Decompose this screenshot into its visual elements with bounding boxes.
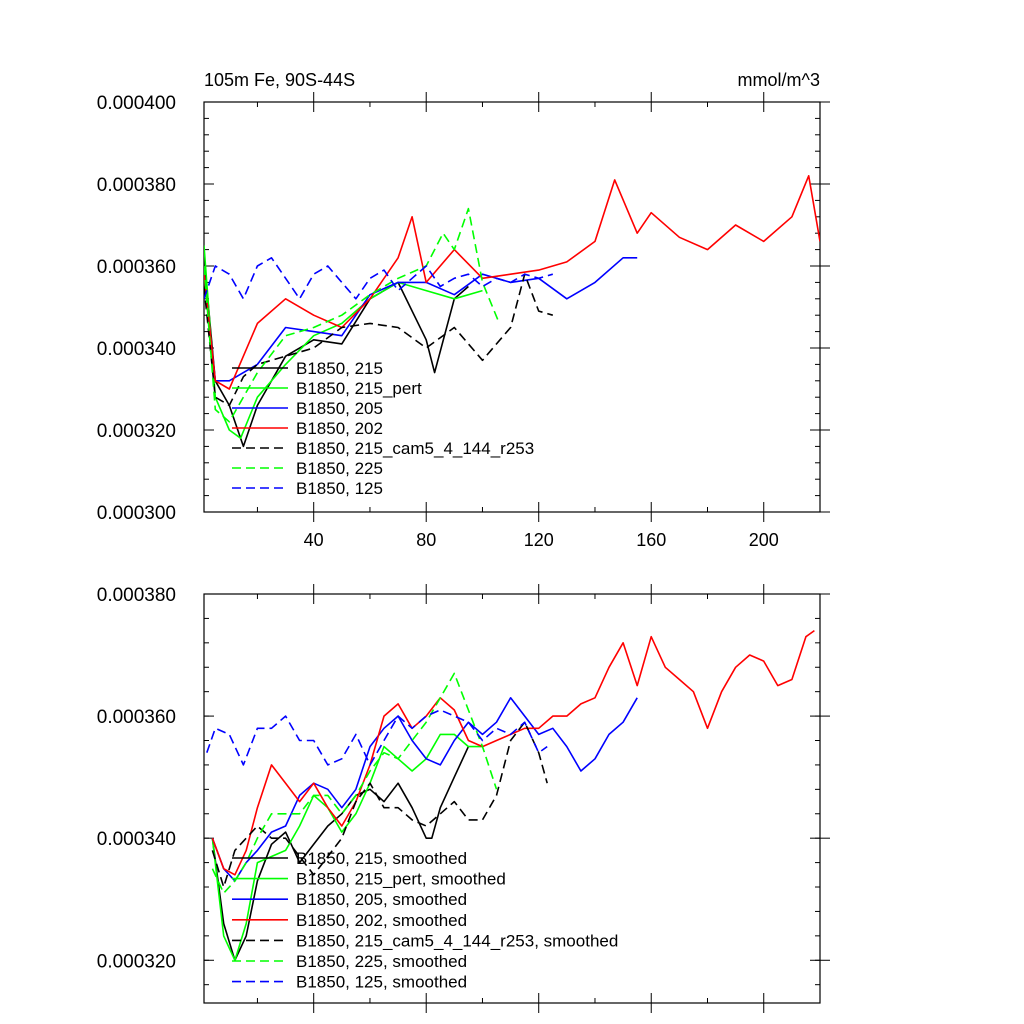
top-x-tick-label: 40 xyxy=(304,530,324,550)
top-legend-label: B1850, 215_cam5_4_144_r253 xyxy=(296,439,534,458)
bottom-legend-label: B1850, 125, smoothed xyxy=(296,973,467,992)
top-series-line-4 xyxy=(204,273,554,407)
bottom-legend-label: B1850, 202, smoothed xyxy=(296,911,467,930)
bottom-series-line-5 xyxy=(211,672,498,894)
bottom-plot-frame xyxy=(203,593,821,1004)
bottom-y-tick-label: 0.000360 xyxy=(97,707,176,728)
top-series-line-2 xyxy=(204,256,638,382)
top-plot-frame xyxy=(203,101,821,513)
bottom-series-line-1 xyxy=(211,733,483,962)
top-x-tick-label: 80 xyxy=(416,530,436,550)
bottom-legend-label: B1850, 225, smoothed xyxy=(296,952,467,971)
top-series-line-6 xyxy=(204,256,554,300)
bottom-series-line-4 xyxy=(211,721,548,888)
bottom-legend-label: B1850, 215_cam5_4_144_r253, smoothed xyxy=(296,931,618,950)
top-series-line-0 xyxy=(204,257,469,448)
bottom-series-line-3 xyxy=(211,629,815,876)
bottom-series-line-2 xyxy=(211,696,638,882)
top-x-tick-label: 200 xyxy=(749,530,779,550)
top-panel: 105m Fe, 90S-44S mmol/m^3 40 80 120 160 200 0… xyxy=(97,70,830,550)
top-title: 105m Fe, 90S-44S xyxy=(204,70,355,90)
bottom-series-line-6 xyxy=(206,709,548,766)
top-x-tick-label: 160 xyxy=(636,530,666,550)
top-y-tick-label: 0.000320 xyxy=(97,421,176,442)
top-units: mmol/m^3 xyxy=(738,70,820,90)
bottom-series-line-0 xyxy=(211,746,470,962)
top-y-tick-label: 0.000340 xyxy=(97,339,176,360)
bottom-legend-label: B1850, 215, smoothed xyxy=(296,849,467,868)
bottom-y-tick-label: 0.000340 xyxy=(97,829,176,850)
bottom-y-tick-label: 0.000320 xyxy=(97,951,176,972)
top-x-tick-label: 120 xyxy=(524,530,554,550)
top-legend-label: B1850, 205 xyxy=(296,399,383,418)
top-legend-label: B1850, 225 xyxy=(296,459,383,478)
top-y-tick-label: 0.000360 xyxy=(97,257,176,278)
bottom-legend-label: B1850, 215_pert, smoothed xyxy=(296,870,506,889)
top-series-line-5 xyxy=(204,207,501,423)
top-series-line-1 xyxy=(204,245,483,440)
top-legend-label: B1850, 202 xyxy=(296,419,383,438)
bottom-y-tick-label: 0.000380 xyxy=(97,585,176,606)
top-y-tick-label: 0.000300 xyxy=(97,503,176,524)
top-y-tick-label: 0.000400 xyxy=(97,93,176,114)
top-y-tick-label: 0.000380 xyxy=(97,175,176,196)
top-series-line-3 xyxy=(204,175,820,390)
top-legend-label: B1850, 215 xyxy=(296,359,383,378)
top-legend-label: B1850, 215_pert xyxy=(296,379,422,398)
bottom-legend-label: B1850, 205, smoothed xyxy=(296,890,467,909)
bottom-panel: 0.000320 0.000340 0.000360 0.000380 B1850, 2… xyxy=(97,584,830,1013)
top-legend-label: B1850, 125 xyxy=(296,479,383,498)
